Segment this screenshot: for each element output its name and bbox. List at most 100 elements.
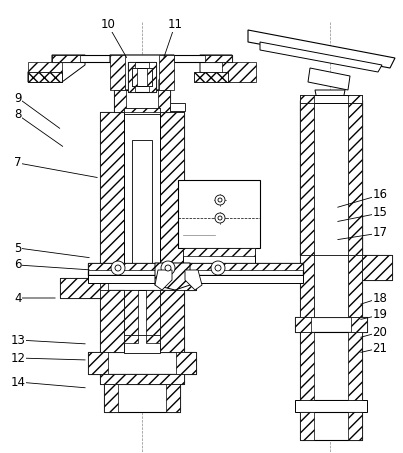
Bar [300,100,362,255]
Text: 19: 19 [372,308,388,322]
Text: 16: 16 [372,188,388,202]
Bar [160,112,184,272]
Bar [362,255,392,280]
Circle shape [115,265,121,271]
Bar [124,112,160,270]
Text: 15: 15 [372,207,387,220]
Bar [158,90,170,112]
Bar [176,352,196,374]
Bar [88,352,108,374]
Bar [124,290,160,352]
Bar [114,90,126,112]
Bar [300,255,314,317]
Bar [170,103,185,111]
Bar [88,352,196,374]
Bar [100,290,124,352]
Bar [300,412,362,440]
Text: 14: 14 [10,376,25,389]
Bar [100,290,124,352]
Bar [159,55,174,90]
Polygon shape [28,72,62,82]
Bar [124,335,138,343]
Bar [176,272,196,290]
Circle shape [165,265,171,271]
Bar [88,272,196,290]
Bar [60,278,100,298]
Polygon shape [110,55,174,90]
Bar [300,332,314,400]
Bar [124,290,138,352]
Text: 9: 9 [14,92,22,105]
Bar [351,317,367,332]
Bar [88,263,303,275]
Bar [114,90,170,112]
Text: 17: 17 [372,226,388,240]
Text: 21: 21 [372,342,388,355]
Bar [348,332,362,400]
Polygon shape [28,55,85,82]
Bar [52,55,80,62]
Bar [124,108,160,114]
Bar [222,62,256,82]
Bar [160,112,184,272]
Text: 7: 7 [14,156,22,169]
Bar [205,55,232,62]
Bar [124,108,160,112]
Polygon shape [194,72,228,82]
Text: 8: 8 [15,109,22,121]
Polygon shape [308,68,350,90]
Bar [300,95,362,103]
Bar [314,100,348,255]
Bar [160,290,184,352]
Bar [166,384,180,412]
Bar [132,68,137,86]
Bar [124,335,160,353]
Bar [183,248,255,256]
Polygon shape [155,270,172,290]
Polygon shape [260,42,382,72]
Circle shape [111,261,125,275]
Text: 13: 13 [10,333,25,347]
Text: 10: 10 [101,19,115,32]
Bar [146,290,160,352]
Bar [146,335,160,343]
Text: 18: 18 [372,291,387,304]
Bar [88,263,303,270]
Text: 12: 12 [10,352,25,365]
Circle shape [161,261,175,275]
Bar [110,55,125,90]
Bar [104,384,180,412]
Circle shape [215,265,221,271]
Bar [128,62,135,92]
Bar [52,55,232,62]
Bar [300,255,362,317]
Bar [160,290,184,352]
Bar [300,332,362,400]
Bar [348,412,362,440]
Bar [295,317,311,332]
Bar [348,100,362,255]
Bar [178,180,260,248]
Polygon shape [185,270,202,290]
Bar [295,317,367,332]
Bar [300,100,314,255]
Bar [147,68,152,86]
Bar [183,248,255,268]
Bar [362,255,392,280]
Bar [300,95,314,103]
Bar [295,400,367,412]
Circle shape [215,213,225,223]
Bar [100,374,184,384]
Text: 5: 5 [15,241,22,255]
Text: 6: 6 [14,259,22,271]
Text: 11: 11 [168,19,183,32]
Text: 20: 20 [372,326,387,338]
Bar [132,140,152,265]
Bar [60,278,100,298]
Bar [104,384,118,412]
Circle shape [218,216,222,220]
Text: 4: 4 [14,291,22,304]
Polygon shape [155,263,190,290]
Bar [149,62,156,92]
Bar [28,62,62,82]
